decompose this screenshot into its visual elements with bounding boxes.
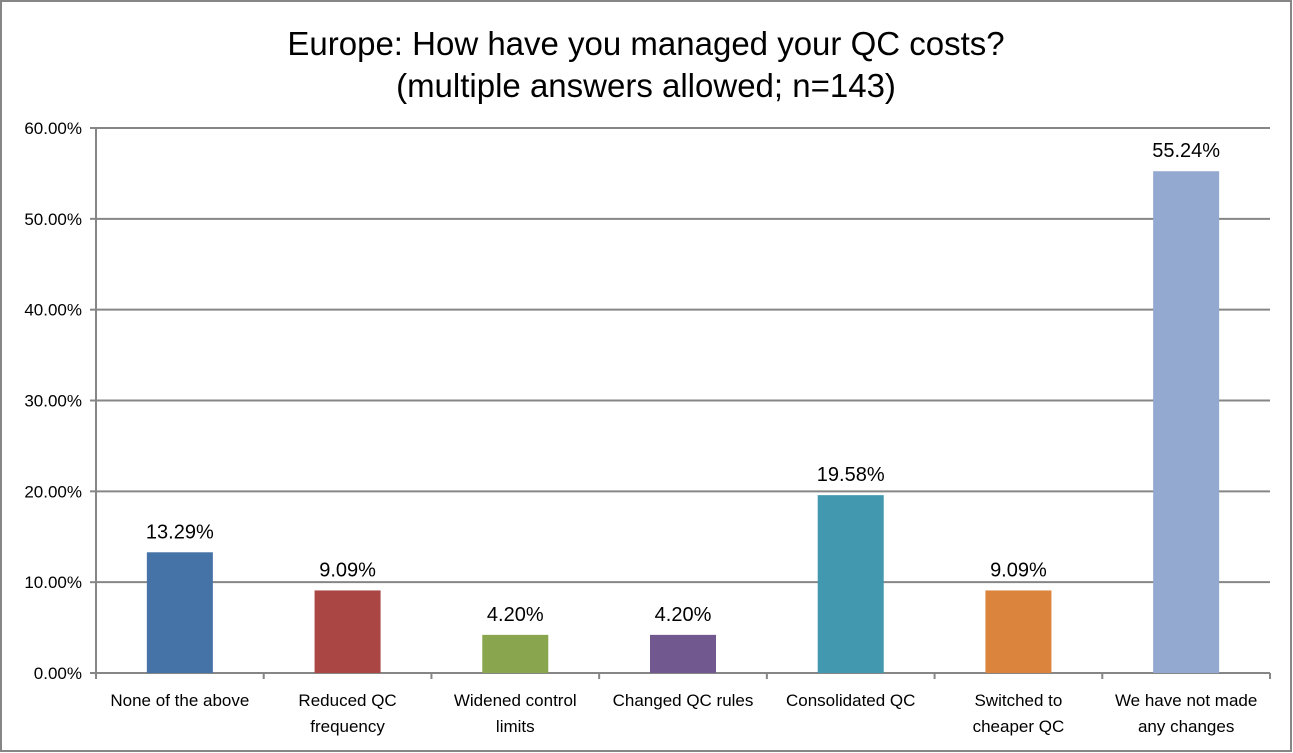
x-tick-label: Reduced QC [298, 691, 396, 710]
data-label: 55.24% [1152, 140, 1220, 162]
y-tick-label: 40.00% [24, 301, 82, 320]
data-label: 9.09% [319, 559, 376, 581]
y-tick-label: 30.00% [24, 392, 82, 411]
bar [817, 495, 884, 673]
y-tick-label: 50.00% [24, 210, 82, 229]
x-tick-label: limits [496, 717, 535, 736]
data-label: 19.58% [817, 464, 885, 486]
x-tick-label: None of the above [110, 691, 249, 710]
x-tick-label: Switched to [974, 691, 1062, 710]
y-tick-label: 10.00% [24, 573, 82, 592]
x-tick-label: cheaper QC [973, 717, 1065, 736]
chart-title: Europe: How have you managed your QC cos… [287, 25, 1004, 62]
y-tick-label: 60.00% [24, 119, 82, 138]
x-tick-label: Widened control [454, 691, 577, 710]
bar [314, 590, 381, 673]
x-tick-label: any changes [1138, 717, 1234, 736]
x-tick-label: We have not made [1115, 691, 1257, 710]
y-tick-label: 0.00% [34, 664, 82, 683]
chart-subtitle: (multiple answers allowed; n=143) [396, 67, 896, 104]
data-label: 4.20% [487, 604, 544, 626]
x-tick-label: frequency [310, 717, 385, 736]
x-tick-label: Changed QC rules [613, 691, 754, 710]
bar [650, 634, 716, 673]
x-tick-label: Consolidated QC [786, 691, 915, 710]
bar [985, 590, 1052, 673]
bar [482, 634, 549, 673]
data-label: 13.29% [146, 521, 214, 543]
bar [146, 552, 213, 673]
data-label: 4.20% [655, 604, 712, 626]
data-label: 9.09% [990, 559, 1047, 581]
bar [1153, 171, 1220, 673]
y-tick-label: 20.00% [24, 482, 82, 501]
